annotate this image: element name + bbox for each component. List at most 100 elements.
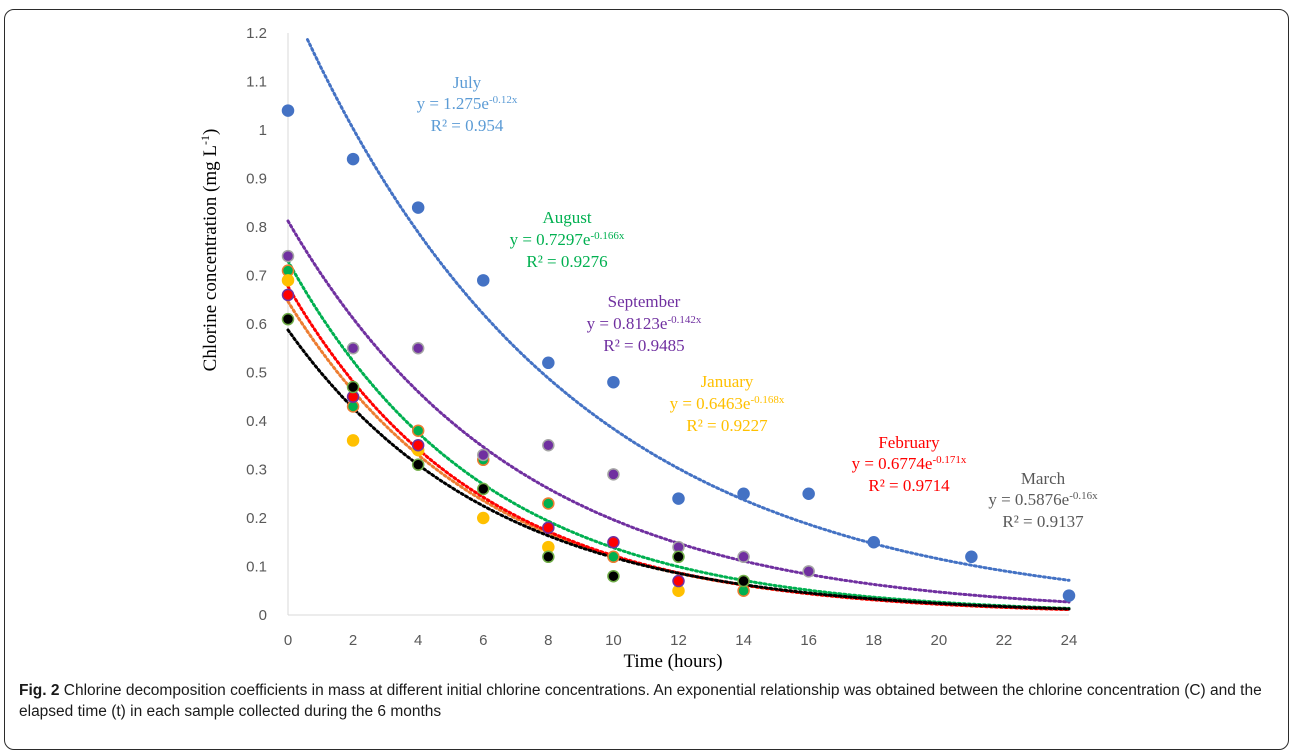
data-point-march: [477, 482, 490, 496]
data-point-march: [542, 550, 555, 564]
x-tick-label: 4: [414, 632, 422, 649]
data-point-january: [346, 434, 360, 447]
data-point-july: [1062, 589, 1076, 602]
annotation-july-equation: y = 1.275e-0.12x: [417, 94, 518, 113]
annotation-february-equation: y = 0.6774e-0.171x: [852, 454, 967, 473]
annotation-january-name: January: [701, 372, 754, 391]
annotation-january-equation: y = 0.6463e-0.168x: [670, 394, 785, 413]
data-point-september: [346, 342, 360, 355]
data-point-july: [672, 492, 685, 505]
axes: 00.10.20.30.40.50.60.70.80.911.11.20 2 4 6 8…: [246, 25, 1077, 649]
annotation-march-r2: R² = 0.9137: [1002, 512, 1084, 531]
data-point-september: [737, 550, 750, 564]
data-point-july: [281, 104, 295, 117]
y-tick-label: 1: [259, 122, 267, 139]
y-axis-title-sup: -1: [198, 135, 212, 145]
figure-caption: Fig. 2 Chlorine decomposition coefficien…: [19, 680, 1269, 722]
data-point-july: [542, 356, 555, 370]
y-tick-label: 0.9: [246, 171, 267, 188]
data-point-july: [477, 274, 490, 287]
annotation-august-name: August: [542, 208, 591, 227]
data-point-february: [672, 574, 685, 588]
annotation-september-name: September: [608, 292, 681, 311]
annotation-february-name: February: [878, 433, 940, 452]
data-point-august: [607, 550, 620, 564]
y-tick-label: 0: [259, 607, 267, 624]
equation-base: y = 0.5876e: [988, 490, 1069, 509]
y-tick-label: 0.3: [246, 462, 267, 479]
x-tick-label: 20: [930, 632, 947, 649]
y-tick-label: 1.1: [246, 74, 267, 91]
data-point-july: [346, 152, 360, 166]
annotation-july-name: July: [453, 73, 482, 92]
equation-exponent: -0.168x: [750, 394, 784, 406]
trendline-july: [306, 38, 1071, 582]
y-axis-title: Chlorine concentration (mg L-1): [198, 129, 221, 372]
y-tick-label: 0.5: [246, 365, 267, 382]
equation-base: y = 0.8123e: [587, 314, 668, 333]
y-axis-title-main: Chlorine concentration (mg L: [200, 145, 221, 371]
y-tick-label: 0.2: [246, 510, 267, 527]
annotation-march-name: March: [1021, 469, 1066, 488]
trendlines: [286, 38, 1071, 612]
data-point-july: [737, 487, 750, 500]
annotation-august-equation: y = 0.7297e-0.166x: [510, 230, 625, 249]
caption-text: Chlorine decomposition coefficients in m…: [19, 682, 1262, 720]
x-tick-label: 10: [605, 632, 622, 649]
equation-base: y = 1.275e: [417, 94, 489, 113]
x-tick-label: 2: [349, 632, 357, 649]
y-tick-label: 0.7: [246, 268, 267, 285]
equation-base: y = 0.7297e: [510, 230, 591, 249]
data-point-july: [411, 201, 425, 214]
data-point-march: [411, 458, 425, 471]
data-point-september: [411, 342, 425, 355]
x-tick-label: 12: [670, 632, 687, 649]
data-point-february: [281, 288, 295, 302]
x-tick-label: 8: [544, 632, 552, 649]
data-point-august: [542, 497, 555, 510]
equation-exponent: -0.142x: [667, 314, 701, 326]
annotation-july-r2: R² = 0.954: [431, 116, 504, 135]
data-point-september: [477, 448, 490, 462]
data-point-july: [802, 487, 815, 500]
data-point-february: [411, 439, 425, 452]
data-point-march: [607, 569, 620, 583]
x-tick-label: 18: [865, 632, 882, 649]
annotation-february-r2: R² = 0.9714: [868, 476, 950, 495]
equation-exponent: -0.12x: [489, 94, 518, 106]
x-tick-label: 22: [996, 632, 1013, 649]
equation-base: y = 0.6463e: [670, 394, 751, 413]
data-point-march: [346, 380, 360, 394]
annotation-march-equation: y = 0.5876e-0.16x: [988, 490, 1098, 509]
data-point-september: [542, 439, 555, 452]
y-tick-label: 0.1: [246, 559, 267, 576]
annotation-september-r2: R² = 0.9485: [603, 336, 684, 355]
data-point-march: [672, 550, 685, 564]
y-tick-label: 0.4: [246, 413, 267, 430]
data-point-january: [477, 511, 490, 525]
y-tick-label: 0.8: [246, 219, 267, 236]
data-point-september: [802, 565, 815, 578]
annotations: July y = 1.275e-0.12x R² = 0.954 August y = …: [417, 73, 1099, 531]
data-point-march: [281, 312, 295, 326]
data-point-january: [281, 274, 295, 287]
data-point-february: [542, 521, 555, 534]
y-tick-label: 1.2: [246, 25, 267, 42]
caption-label: Fig. 2: [19, 682, 60, 699]
data-point-september: [281, 249, 295, 263]
x-tick-label: 16: [800, 632, 817, 649]
x-tick-label: 24: [1061, 632, 1078, 649]
annotation-august-r2: R² = 0.9276: [526, 252, 607, 271]
x-tick-label: 6: [479, 632, 487, 649]
figure-frame: [4, 9, 1289, 750]
annotation-january-r2: R² = 0.9227: [686, 416, 768, 435]
equation-base: y = 0.6774e: [852, 454, 933, 473]
data-point-february: [607, 536, 620, 549]
data-points: [281, 104, 1076, 602]
data-point-july: [867, 536, 880, 549]
data-point-july: [965, 550, 978, 564]
y-axis-title-tail: ): [200, 129, 221, 135]
data-point-september: [607, 468, 620, 481]
x-tick-label: 14: [735, 632, 752, 649]
